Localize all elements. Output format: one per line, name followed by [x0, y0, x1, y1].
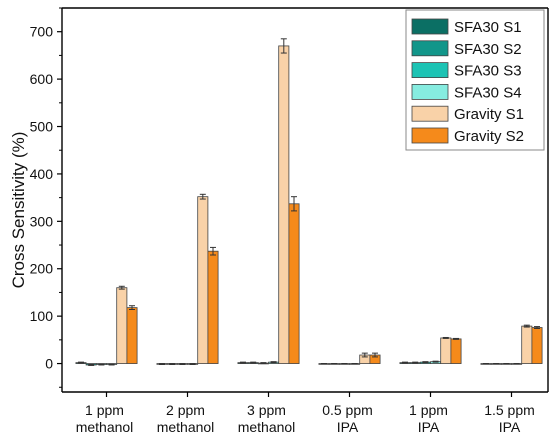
bar-gravity-s2: [288, 203, 300, 364]
legend-swatch: [411, 18, 449, 35]
legend-swatch: [411, 40, 449, 57]
legend-label: SFA30 S3: [454, 63, 522, 80]
x-tick-label-line2: methanol: [238, 419, 296, 435]
x-tick-label-line1: 1.5 ppm: [484, 402, 535, 418]
bar-gravity-s1: [197, 196, 209, 364]
legend-label: Gravity S2: [454, 128, 524, 145]
legend-label: Gravity S1: [454, 106, 524, 123]
x-tick-label-line1: 1 ppm: [85, 402, 124, 418]
y-axis-label: Cross Sensitivity (%): [9, 132, 28, 289]
bar-gravity-s2: [531, 327, 543, 364]
x-tick-label-line1: 2 ppm: [166, 402, 205, 418]
bar-gravity-s2: [450, 338, 462, 364]
x-tick-label-line2: methanol: [157, 419, 215, 435]
bar-gravity-s1: [278, 45, 290, 364]
y-tick-label: 400: [30, 166, 54, 182]
x-tick-label-line1: 3 ppm: [247, 402, 286, 418]
legend-swatch: [411, 127, 449, 144]
legend-label: SFA30 S2: [454, 41, 522, 58]
y-tick-label: 700: [30, 24, 54, 40]
x-tick-label-line2: IPA: [499, 419, 521, 435]
bar-gravity-s1: [116, 287, 128, 364]
bar-gravity-s2: [126, 307, 138, 364]
legend-swatch: [411, 105, 449, 122]
x-tick-label-line1: 0.5 ppm: [322, 402, 373, 418]
x-tick-label-line2: IPA: [418, 419, 440, 435]
x-tick-label-line2: methanol: [76, 419, 134, 435]
y-tick-label: 0: [45, 356, 53, 372]
legend-swatch: [411, 62, 449, 78]
legend-label: SFA30 S1: [454, 19, 522, 36]
legend-label: SFA30 S4: [454, 84, 522, 101]
legend-swatch: [411, 84, 449, 100]
y-tick-label: 300: [30, 213, 54, 229]
y-tick-label: 600: [30, 71, 54, 87]
bar-gravity-s1: [440, 337, 452, 364]
bar-gravity-s1: [521, 325, 533, 364]
y-tick-label: 500: [30, 119, 54, 135]
x-tick-label-line1: 1 ppm: [409, 402, 448, 418]
bar-gravity-s2: [207, 250, 219, 364]
x-tick-label-line2: IPA: [337, 419, 359, 435]
y-tick-label: 200: [30, 261, 54, 277]
y-tick-label: 100: [30, 308, 54, 324]
